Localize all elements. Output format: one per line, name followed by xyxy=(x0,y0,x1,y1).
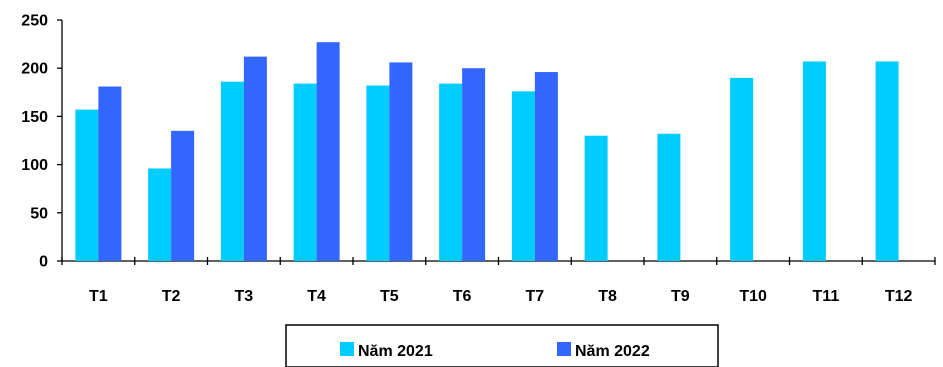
x-tick-label: T5 xyxy=(380,288,399,305)
x-tick-label: T1 xyxy=(89,288,108,305)
x-tick-label: T8 xyxy=(598,288,617,305)
bar-series-2-t1 xyxy=(98,86,122,262)
bar-series-1-t2 xyxy=(148,168,172,261)
legend-box xyxy=(285,324,719,367)
bar-series-2-t5 xyxy=(389,62,413,261)
bar-series-2-t3 xyxy=(243,56,267,261)
bar-series-1-t6 xyxy=(439,83,463,262)
bar-series-2-t2 xyxy=(171,130,195,261)
bar-series-1-t12 xyxy=(875,61,899,262)
legend-swatch-1 xyxy=(340,342,354,356)
bar-series-1-t9 xyxy=(657,133,681,261)
bars xyxy=(75,42,899,262)
bar-series-1-t7 xyxy=(511,91,535,261)
bar-series-2-t6 xyxy=(462,68,486,261)
legend-label-2: Năm 2022 xyxy=(575,343,650,360)
y-tick-label: 50 xyxy=(30,205,48,222)
x-tick-label: T7 xyxy=(526,288,545,305)
x-axis: T1 T2 T3 T4 T5 T6 T7 T8 T9 T10 T11 T12 xyxy=(61,257,936,305)
bar-series-1-t3 xyxy=(220,81,244,261)
y-tick-label: 200 xyxy=(21,61,48,78)
legend-swatch-2 xyxy=(557,342,571,356)
bar-series-1-t4 xyxy=(293,83,317,262)
y-tick-label: 0 xyxy=(39,254,48,271)
x-tick-label: T11 xyxy=(813,288,840,305)
y-tick-label: 150 xyxy=(21,109,48,126)
y-tick-label: 250 xyxy=(21,13,48,30)
y-tick-label: 100 xyxy=(21,157,48,174)
x-tick-label: T4 xyxy=(307,288,326,305)
bar-series-1-t11 xyxy=(802,61,826,262)
bar-series-2-t4 xyxy=(316,42,340,262)
x-tick-label: T6 xyxy=(453,288,472,305)
bar-series-2-t7 xyxy=(534,72,558,261)
bar-series-1-t10 xyxy=(730,77,754,261)
legend-label-1: Năm 2021 xyxy=(358,343,433,360)
bar-series-1-t5 xyxy=(366,85,390,261)
x-tick-label: T2 xyxy=(162,288,181,305)
legend: Năm 2021 Năm 2022 xyxy=(285,324,719,367)
x-tick-label: T3 xyxy=(235,288,254,305)
x-tick-label: T10 xyxy=(739,288,767,305)
x-tick-label: T9 xyxy=(671,288,690,305)
y-axis: 0 50 100 150 200 250 xyxy=(21,13,63,271)
x-tick-label: T12 xyxy=(885,288,913,305)
bar-series-1-t8 xyxy=(584,135,608,261)
bar-series-1-t1 xyxy=(75,109,99,261)
